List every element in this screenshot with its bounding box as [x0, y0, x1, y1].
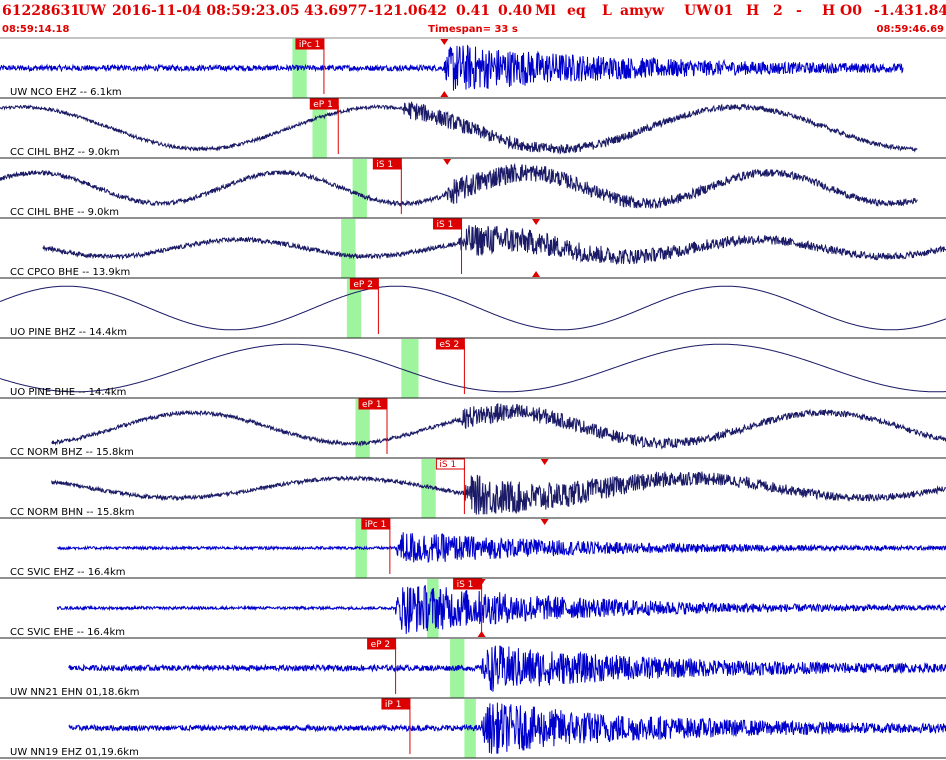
pick-label: iP 1	[385, 700, 402, 710]
arrival-marker-top	[440, 39, 449, 45]
trace-row[interactable]: eP 2 UO PINE BHZ -- 14.4km	[0, 278, 946, 339]
origin-time: 2016-11-04 08:59:23.05	[112, 3, 300, 19]
trace-row[interactable]: iPc 1 CC SVIC EHZ -- 16.4km	[0, 518, 946, 579]
event-author: amyw	[620, 3, 665, 19]
arrival-marker-bottom	[477, 631, 486, 637]
waveform-trace	[57, 532, 946, 564]
event-count: 2	[773, 3, 783, 19]
pick-flag[interactable]	[358, 398, 388, 410]
pick-flag[interactable]	[435, 458, 465, 470]
phase-window-band	[292, 39, 307, 98]
pick-flag[interactable]	[361, 518, 391, 530]
trace-row[interactable]: iPc 1 UW NCO EHZ -- 6.1km	[0, 38, 946, 99]
event-o-code: O0	[840, 3, 862, 19]
phase-window-band	[401, 339, 419, 398]
timespan-label: Timespan= 33 s	[428, 24, 518, 35]
pick-label: iS 1	[457, 580, 474, 590]
event-id: 61228631	[2, 3, 80, 19]
trace-label: UO PINE BHE -- 14.4km	[10, 387, 126, 398]
trace-label: CC NORM BHN -- 15.8km	[10, 507, 134, 518]
waveform-trace	[56, 584, 946, 635]
event-flag: L	[602, 3, 612, 19]
arrival-marker-bottom	[532, 271, 541, 277]
waveform-trace	[51, 471, 946, 515]
trace-label: CC CIHL BHZ -- 9.0km	[10, 147, 120, 158]
trace-label: CC SVIC EHE -- 16.4km	[10, 627, 125, 638]
trace-label: CC SVIC EHZ -- 16.4km	[10, 567, 126, 578]
pick-flag[interactable]	[309, 98, 339, 110]
trace-label: UO PINE BHZ -- 14.4km	[10, 327, 127, 338]
event-lon: -121.0642	[368, 3, 447, 19]
waveform-trace	[68, 645, 946, 692]
pick-label: iS 1	[439, 460, 456, 470]
pick-label: eP 2	[353, 280, 373, 290]
event-val-1: -1.43	[874, 3, 914, 19]
phase-window-band	[341, 219, 356, 278]
pick-label: iS 1	[437, 220, 454, 230]
event-agency: UW	[684, 3, 712, 19]
event-version: 01	[714, 3, 734, 19]
waveform-trace	[0, 44, 904, 91]
waveform-trace	[42, 225, 946, 265]
event-network: UW	[78, 3, 106, 19]
trace-row[interactable]: iP 1 UW NN19 EHZ 01,19.6km	[0, 698, 946, 759]
waveform-trace	[0, 162, 918, 209]
waveform-trace	[0, 101, 918, 155]
trace-row[interactable]: iS 1 CC CIHL BHE -- 9.0km	[0, 158, 946, 219]
arrival-marker-top	[540, 519, 549, 525]
event-lat: 43.6977	[304, 3, 368, 19]
pick-label: eP 2	[371, 640, 391, 650]
arrival-marker-top	[532, 219, 541, 225]
event-header: 61228631 UW 2016-11-04 08:59:23.05 43.69…	[0, 0, 946, 22]
trace-row[interactable]: iS 1 CC NORM BHN -- 15.8km	[0, 458, 946, 519]
pick-label: iS 1	[376, 160, 393, 170]
pick-label: eS 2	[439, 340, 459, 350]
event-type: eq	[567, 3, 586, 19]
pick-flag[interactable]	[435, 338, 465, 350]
trace-row[interactable]: iS 1 CC CPCO BHE -- 13.9km	[0, 218, 946, 279]
arrival-marker-top	[540, 459, 549, 465]
trace-row[interactable]: eP 1 CC NORM BHZ -- 15.8km	[0, 398, 946, 459]
pick-flag[interactable]	[349, 278, 379, 290]
phase-window-band	[352, 159, 367, 218]
phase-window-band	[312, 99, 327, 158]
start-time: 08:59:14.18	[2, 24, 70, 35]
pick-flag[interactable]	[433, 218, 463, 230]
event-quality: H	[746, 3, 760, 19]
arrival-marker-bottom	[440, 91, 449, 97]
pick-flag[interactable]	[367, 638, 397, 650]
pick-flag[interactable]	[381, 698, 411, 710]
magnitude-2: 0.40	[498, 3, 533, 19]
trace-label: UW NCO EHZ -- 6.1km	[10, 87, 122, 98]
event-dash: -	[796, 3, 802, 19]
waveform-trace	[0, 343, 946, 393]
trace-label: CC CIHL BHE -- 9.0km	[10, 207, 119, 218]
pick-label: iPc 1	[365, 520, 386, 530]
waveform-trace	[0, 285, 946, 331]
trace-row[interactable]: eP 2 UW NN21 EHN 01,18.6km	[0, 638, 946, 699]
event-h-code: H	[822, 3, 836, 19]
arrival-marker-top	[443, 159, 452, 165]
pick-label: eP 1	[313, 100, 333, 110]
trace-label: CC NORM BHZ -- 15.8km	[10, 447, 134, 458]
pick-flag[interactable]	[295, 38, 325, 50]
trace-row[interactable]: iS 1 CC SVIC EHE -- 16.4km	[0, 578, 946, 639]
pick-flag[interactable]	[372, 158, 402, 170]
trace-row[interactable]: eP 1 CC CIHL BHZ -- 9.0km	[0, 98, 946, 159]
magnitude-type: Ml	[535, 3, 556, 19]
trace-row[interactable]: eS 2 UO PINE BHE -- 14.4km	[0, 338, 946, 399]
trace-label: UW NN19 EHZ 01,19.6km	[10, 747, 139, 758]
pick-label: eP 1	[362, 400, 382, 410]
trace-label: CC CPCO BHE -- 13.9km	[10, 267, 130, 278]
magnitude-1: 0.41	[456, 3, 491, 19]
pick-label: iPc 1	[299, 40, 320, 50]
waveform-trace	[51, 403, 946, 450]
event-val-2: 1.84	[914, 3, 946, 19]
waveform-trace	[68, 702, 946, 754]
arrival-marker-top	[477, 579, 486, 585]
trace-label: UW NN21 EHN 01,18.6km	[10, 687, 139, 698]
end-time: 08:59:46.69	[876, 24, 944, 35]
